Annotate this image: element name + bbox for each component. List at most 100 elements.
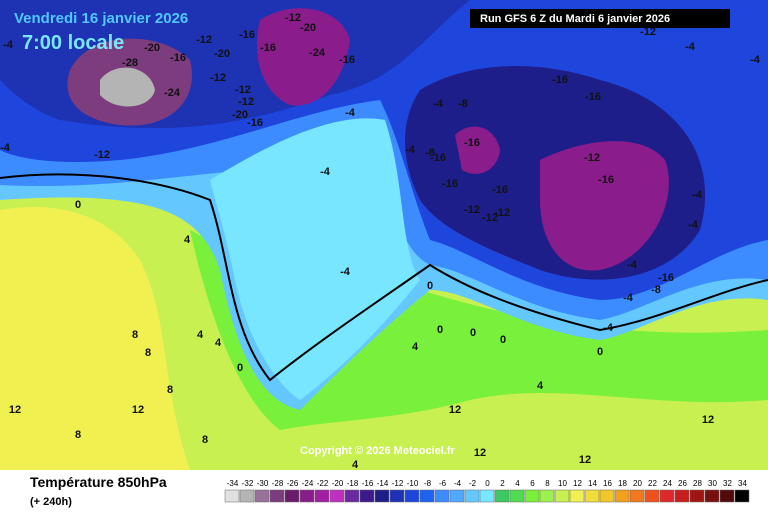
- scale-swatch: [674, 489, 690, 503]
- contour-label: -12: [494, 207, 510, 219]
- mild-zone: [190, 230, 768, 430]
- scale-swatch: [704, 489, 720, 503]
- valid-date: Vendredi 16 janvier 2026: [14, 10, 188, 27]
- contour-label: -16: [239, 29, 255, 41]
- scale-label: -10: [407, 479, 419, 488]
- contour-label: -16: [430, 152, 446, 164]
- scale-swatch: [614, 489, 630, 503]
- contour-label: -24: [164, 87, 181, 99]
- scale-label: 0: [485, 479, 490, 488]
- contour-label: -16: [598, 174, 614, 186]
- contour-label: -16: [247, 117, 263, 129]
- scale-label: 4: [515, 479, 520, 488]
- contour-label: -16: [339, 54, 355, 66]
- scale-swatch: [224, 489, 240, 503]
- warm-zone: [0, 207, 190, 470]
- contour-label: -12: [482, 212, 498, 224]
- scale-swatch: [359, 489, 375, 503]
- contour-label: -12: [464, 204, 480, 216]
- scale-swatch: [599, 489, 615, 503]
- contour-label: -12: [196, 34, 212, 46]
- scale-swatch: [449, 489, 465, 503]
- contour-label: 8: [75, 429, 81, 441]
- contour-label: -20: [214, 48, 230, 60]
- contour-label: 4: [215, 337, 222, 349]
- scale-swatch: [299, 489, 315, 503]
- contour-label: -20: [144, 42, 160, 54]
- scale-label: 20: [633, 479, 642, 488]
- scale-swatch: [539, 489, 555, 503]
- contour-label: 12: [9, 404, 21, 416]
- contour-label: 12: [702, 414, 714, 426]
- contour-label: -4: [685, 41, 696, 53]
- contour-label: 4: [412, 341, 419, 353]
- contour-label: -16: [464, 137, 480, 149]
- scale-swatch: [329, 489, 345, 503]
- contour-label: -12: [94, 149, 110, 161]
- contour-label: -4: [340, 266, 351, 278]
- scale-label: -26: [287, 479, 299, 488]
- contour-label: -16: [170, 52, 186, 64]
- scale-swatch: [254, 489, 270, 503]
- scale-swatch: [524, 489, 540, 503]
- scale-swatch: [494, 489, 510, 503]
- contour-label: 4: [197, 329, 204, 341]
- scale-label: 2: [500, 479, 505, 488]
- scale-swatch: [644, 489, 660, 503]
- contour-label: -16: [260, 42, 276, 54]
- contour-label: -12: [238, 96, 254, 108]
- contour-label: -4: [345, 107, 356, 119]
- scale-label: -34: [227, 479, 239, 488]
- scale-label: -32: [242, 479, 254, 488]
- scale-label: -22: [317, 479, 329, 488]
- contour-label: 0: [437, 324, 443, 336]
- scale-swatch: [239, 489, 255, 503]
- scale-swatch: [284, 489, 300, 503]
- contour-label: 12: [132, 404, 144, 416]
- contour-label: -8: [425, 147, 435, 159]
- scale-swatch: [344, 489, 360, 503]
- contour-label: -28: [122, 57, 138, 69]
- contour-label: 0: [427, 280, 433, 292]
- scale-label: 26: [678, 479, 687, 488]
- scale-label: -30: [257, 479, 269, 488]
- scale-swatch: [659, 489, 675, 503]
- footer-lead: (+ 240h): [30, 496, 72, 508]
- contour-label: -20: [232, 109, 248, 121]
- scale-swatch: [314, 489, 330, 503]
- contour-label: -4: [603, 322, 614, 334]
- scale-swatch: [569, 489, 585, 503]
- scale-swatch: [554, 489, 570, 503]
- scale-label: -20: [332, 479, 344, 488]
- contour-label: 4: [184, 234, 191, 246]
- scale-swatch: [419, 489, 435, 503]
- contour-label: -24: [309, 47, 326, 59]
- contour-label: -4: [0, 142, 11, 154]
- scale-swatch: [269, 489, 285, 503]
- scale-swatch: [719, 489, 735, 503]
- contour-label: -4: [405, 144, 416, 156]
- contour-label: 8: [145, 347, 151, 359]
- contour-label: -12: [210, 72, 226, 84]
- contour-label: 0: [75, 199, 81, 211]
- contour-label: 8: [167, 384, 173, 396]
- contour-label: -12: [584, 152, 600, 164]
- scale-swatch: [629, 489, 645, 503]
- contour-label: -8: [458, 98, 468, 110]
- contour-label: 8: [132, 329, 138, 341]
- scale-label: -28: [272, 479, 284, 488]
- scale-label: -6: [439, 479, 447, 488]
- contour-label: -4: [627, 259, 638, 271]
- run-info: Run GFS 6 Z du Mardi 6 janvier 2026: [480, 13, 670, 25]
- footer-title: Température 850hPa: [30, 474, 167, 490]
- contour-label: 8: [202, 434, 208, 446]
- scale-label: 22: [648, 479, 657, 488]
- contour-label: -8: [651, 284, 661, 296]
- scale-label: -18: [347, 479, 359, 488]
- scale-swatch: [374, 489, 390, 503]
- scale-label: 6: [530, 479, 535, 488]
- scale-swatch: [734, 489, 750, 503]
- contour-label: -4: [688, 219, 699, 231]
- contour-label: -4: [3, 39, 14, 51]
- contour-label: 0: [470, 327, 476, 339]
